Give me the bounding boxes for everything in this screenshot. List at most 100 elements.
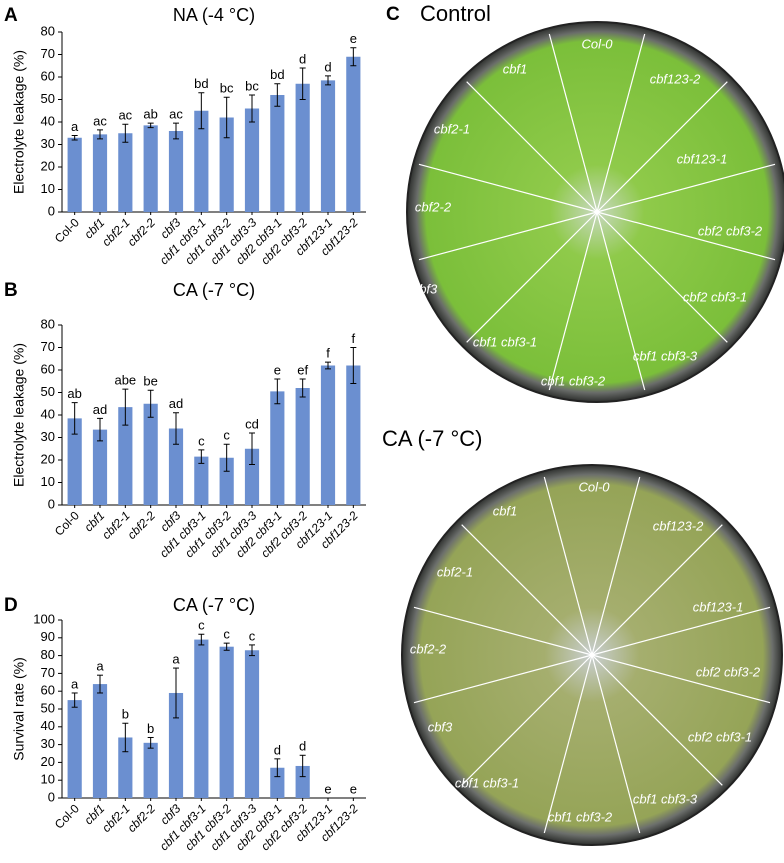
significance-label: f: [326, 346, 330, 361]
significance-label: bd: [194, 76, 208, 91]
y-tick-label: 50: [41, 700, 55, 715]
y-tick-label: 80: [41, 316, 55, 331]
bar: [92, 429, 108, 505]
y-tick-label: 80: [41, 647, 55, 662]
y-tick-label: 30: [41, 736, 55, 751]
bar: [92, 134, 108, 212]
bar: [346, 56, 361, 212]
sector-divider: [461, 654, 593, 786]
y-tick-label: 20: [41, 158, 55, 173]
y-tick-label: 30: [41, 429, 55, 444]
sector-divider: [596, 163, 776, 213]
sector-divider: [591, 654, 723, 786]
genotype-label: cbf2-2: [410, 641, 447, 656]
significance-label: d: [299, 739, 306, 754]
y-tick-label: 10: [41, 772, 55, 787]
error-bar: [97, 129, 103, 140]
bar: [270, 391, 285, 505]
significance-label: bc: [245, 78, 259, 93]
genotype-label: cbf123-2: [653, 518, 704, 533]
genotype-label: cbf3: [428, 719, 453, 734]
bar: [219, 646, 234, 798]
bar: [168, 692, 184, 798]
y-tick-label: 0: [48, 496, 55, 511]
genotype-label: cbf2-1: [437, 564, 473, 579]
sector-divider: [413, 606, 593, 656]
significance-label: bc: [220, 81, 234, 96]
y-tick-label: 70: [41, 665, 55, 680]
sector-divider: [543, 476, 593, 656]
error-bar: [325, 361, 331, 370]
genotype-label: cbf2 cbf3-1: [683, 289, 747, 304]
y-axis-label: Electrolyte leakage (%): [11, 343, 27, 487]
y-tick-label: 70: [41, 339, 55, 354]
bar: [143, 742, 158, 798]
bar: [143, 125, 158, 212]
significance-label: d: [299, 51, 306, 66]
significance-label: e: [274, 362, 281, 377]
bar: [168, 131, 184, 212]
bar: [67, 137, 82, 212]
chart-title: CA (-7 °C): [173, 280, 255, 300]
error-bar: [97, 417, 103, 442]
genotype-label: cbf123-2: [650, 71, 701, 86]
error-bar: [325, 75, 331, 86]
genotype-label: cbf1: [503, 61, 528, 76]
bar: [244, 448, 260, 505]
error-bar: [274, 83, 281, 107]
bar: [320, 80, 336, 212]
genotype-label: cbf1 cbf3-1: [473, 334, 537, 349]
error-bar: [173, 667, 179, 719]
bar: [295, 83, 310, 212]
bar: [67, 418, 82, 505]
y-tick-label: 70: [41, 46, 55, 61]
bar: [118, 133, 133, 212]
genotype-label: cbf2 cbf3-2: [698, 223, 763, 238]
genotype-label: cbf2-2: [415, 199, 452, 214]
x-tick-label: cbf2-1: [99, 215, 132, 248]
y-tick-label: 30: [41, 136, 55, 151]
sector-divider: [418, 163, 598, 213]
panel-label: D: [4, 595, 18, 616]
sector-divider: [461, 524, 593, 656]
y-axis-label: Electrolyte leakage (%): [11, 50, 27, 194]
genotype-label: cbf2-1: [434, 121, 470, 136]
y-tick-label: 10: [41, 181, 55, 196]
bar: [194, 456, 209, 505]
significance-label: ac: [93, 113, 107, 128]
genotype-label: cbf2 cbf3-2: [696, 664, 761, 679]
y-tick-label: 100: [33, 611, 55, 626]
genotype-label: cbf1: [493, 503, 518, 518]
bar: [346, 365, 361, 505]
genotype-label: Col-0: [578, 479, 610, 494]
bar: [219, 457, 234, 505]
error-bar: [198, 449, 205, 464]
panel-label: B: [4, 280, 18, 301]
genotype-label: cbf2 cbf3-1: [688, 729, 752, 744]
bar: [118, 407, 133, 505]
bar: [143, 403, 158, 505]
chart-title: CA (-7 °C): [173, 595, 255, 615]
y-tick-label: 20: [41, 451, 55, 466]
sector-divider: [466, 81, 598, 213]
significance-label: b: [147, 721, 154, 736]
error-bar: [71, 135, 78, 141]
bar: [219, 117, 234, 212]
sector-divider: [548, 211, 598, 391]
x-tick-label: cbf2-2: [125, 508, 159, 542]
significance-label: a: [172, 651, 180, 666]
genotype-label: cbf123-1: [693, 599, 744, 614]
bar: [320, 365, 336, 505]
error-bar: [249, 94, 255, 123]
error-bar: [299, 754, 306, 778]
sector-divider: [591, 476, 641, 656]
bar: [295, 388, 310, 505]
significance-label: ab: [67, 386, 81, 401]
genotype-label: cbf1 cbf3-2: [548, 809, 613, 824]
y-tick-label: 80: [41, 23, 55, 38]
panel-label: C: [386, 4, 400, 25]
significance-label: ab: [143, 107, 157, 122]
significance-label: ac: [118, 108, 132, 123]
x-tick-label: cbf2-1: [99, 508, 132, 541]
genotype-label: cbf123-1: [677, 151, 728, 166]
